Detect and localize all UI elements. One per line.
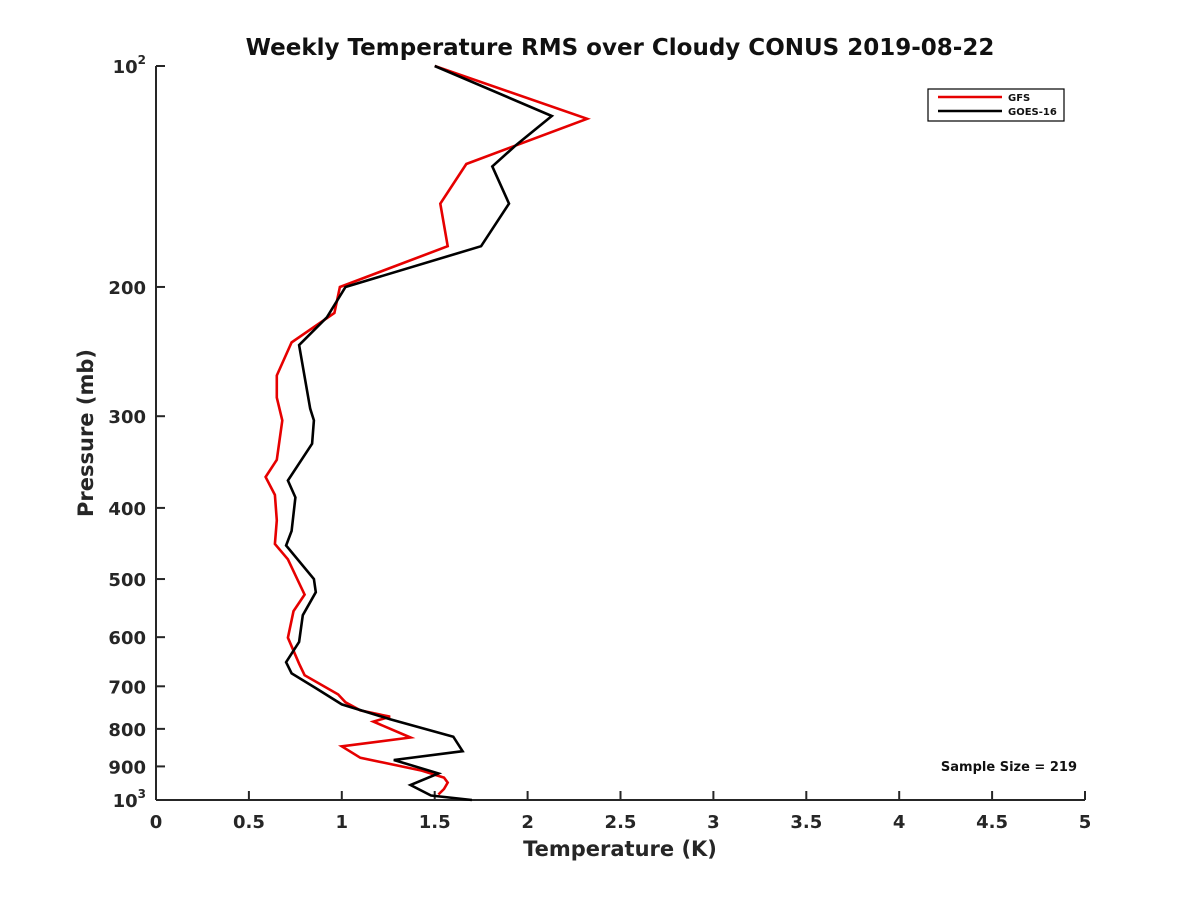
- legend-box: [927, 88, 1065, 122]
- y-tick-label-base: 600: [108, 628, 146, 649]
- y-tick-label-base: 500: [108, 570, 146, 591]
- x-tick-label: 1: [336, 812, 349, 833]
- y-tick-label-base: 10: [113, 791, 138, 812]
- series-line-goes-16: [284, 64, 555, 802]
- x-tick-label: 4: [893, 812, 906, 833]
- x-tick-label: 5: [1079, 812, 1092, 833]
- y-tick-label-base: 400: [108, 499, 146, 520]
- legend: GFS GOES-16: [927, 88, 1065, 122]
- y-tick-label-exponent: 3: [138, 787, 146, 801]
- y-tick-label: 102: [113, 53, 146, 78]
- x-tick-label: 2: [521, 812, 534, 833]
- y-tick-label-base: 800: [108, 720, 146, 741]
- series-line-gfs: [264, 64, 591, 796]
- y-tick-label: 600: [108, 628, 146, 649]
- y-tick-label-exponent: 2: [138, 53, 146, 67]
- x-tick-label: 3: [707, 812, 720, 833]
- y-tick-label-base: 900: [108, 757, 146, 778]
- series-layer: [264, 64, 591, 802]
- chart-title: Weekly Temperature RMS over Cloudy CONUS…: [246, 35, 995, 61]
- x-tick-label: 3.5: [790, 812, 822, 833]
- y-tick-label: 103: [113, 787, 146, 812]
- y-axis-label: Pressure (mb): [74, 349, 98, 517]
- x-axis-label: Temperature (K): [523, 837, 717, 861]
- x-tick-label: 2.5: [605, 812, 637, 833]
- legend-label-gfs: GFS: [1008, 93, 1030, 104]
- y-tick-label: 200: [108, 278, 146, 299]
- legend-label-goes-16: GOES-16: [1008, 107, 1057, 118]
- y-tick-label-base: 300: [108, 407, 146, 428]
- y-tick-label: 800: [108, 720, 146, 741]
- y-tick-label-base: 700: [108, 677, 146, 698]
- y-tick-label-base: 10: [113, 57, 138, 78]
- x-tick-label: 4.5: [976, 812, 1008, 833]
- x-tick-label: 1.5: [419, 812, 451, 833]
- x-tick-label: 0: [150, 812, 163, 833]
- y-tick-label: 500: [108, 570, 146, 591]
- y-tick-label-base: 200: [108, 278, 146, 299]
- x-tick-label: 0.5: [233, 812, 265, 833]
- y-tick-label: 900: [108, 757, 146, 778]
- axes: 0 0.5 1 1.5 2 2.5 3 3.5 4 4.5 51022003004005006007…: [108, 53, 1091, 833]
- y-tick-label: 400: [108, 499, 146, 520]
- y-tick-label: 300: [108, 407, 146, 428]
- sample-size-annotation: Sample Size = 219: [941, 760, 1077, 775]
- y-tick-label: 700: [108, 677, 146, 698]
